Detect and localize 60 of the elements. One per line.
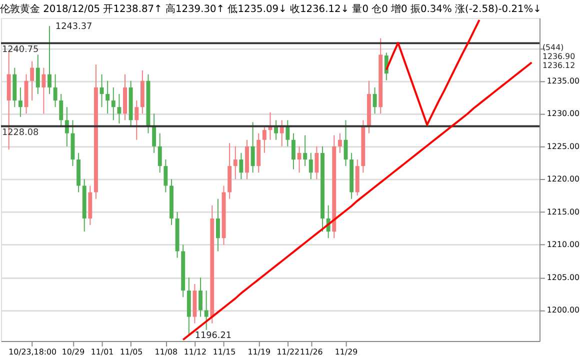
x-tick-label: 10/23,18:00 [8, 347, 57, 356]
candlestick [158, 132, 162, 174]
candlestick [314, 146, 319, 180]
candlestick [152, 113, 156, 154]
y-tick-label: 1220.00 [546, 174, 580, 184]
y-tick-label: 1200.00 [546, 306, 580, 315]
candlestick [134, 100, 139, 140]
x-tick-label: 11/01 [90, 347, 114, 356]
y-tick-label: 1205.00 [546, 272, 580, 282]
candlestick [239, 152, 244, 180]
x-tick-label: 10/29 [62, 347, 85, 356]
x-tick-label: 11/05 [120, 347, 143, 356]
candlestick [100, 74, 104, 108]
candlestick [216, 198, 220, 252]
line-series [385, 18, 480, 126]
x-tick-label: 11/22 [276, 347, 300, 356]
candlestick [53, 74, 58, 108]
x-tick-label: 11/15 [212, 347, 236, 356]
candlestick [18, 86, 22, 118]
annotation: 1243.37 [55, 22, 92, 32]
y-tick-label: 1210.00 [546, 240, 580, 250]
candlestick [48, 26, 52, 94]
candlestick [308, 152, 313, 180]
chart-title: 伦敦黄金 2018/12/05 开1238.87↑ 高1239.30↑ 低1235.09↓ 收1236.12↓ 量0 仓0 增0 振0.34% 涨(-2.58)-0.21%↓ [0, 3, 542, 16]
candlestick [198, 276, 203, 318]
text: (544) [542, 43, 564, 52]
candlestick [292, 132, 296, 170]
candlestick [36, 54, 40, 94]
candlestick [274, 120, 278, 140]
candlestick [338, 132, 342, 154]
y-tick-label: 1215.00 [546, 207, 580, 216]
y-tick-label: 1225.00 [546, 142, 580, 151]
candlestick [303, 134, 308, 167]
candlestick [250, 122, 255, 174]
candlestick [106, 80, 110, 114]
candlestick [111, 86, 116, 121]
candlestick [117, 93, 122, 124]
candlestick [164, 159, 168, 193]
candlestick [372, 86, 377, 114]
candlestick [262, 126, 266, 154]
x-tick-label: 11/12 [184, 347, 207, 356]
candlestick [297, 146, 302, 174]
candlestick [280, 120, 284, 147]
y-tick-label: 1230.00 [546, 109, 580, 118]
candlestick [233, 146, 238, 180]
candlestick [30, 60, 34, 102]
candlestick [59, 93, 64, 128]
candlestick [204, 290, 208, 330]
x-tick-label: 11/08 [154, 347, 178, 356]
x-tick-label: 11/26 [300, 347, 323, 356]
line-series [182, 62, 533, 341]
annotation: 1196.21 [194, 331, 232, 342]
candlestick [286, 120, 290, 147]
candlestick [42, 67, 46, 114]
y-tick-label: 1235.00 [546, 76, 580, 86]
x-tick-label: 11/19 [248, 347, 270, 356]
text: 1236.12 [542, 60, 576, 70]
text: 1236.90 [542, 52, 576, 61]
ref-line-label: 1240.75 [2, 45, 39, 56]
x-tick-label: 11/29 [334, 347, 358, 356]
